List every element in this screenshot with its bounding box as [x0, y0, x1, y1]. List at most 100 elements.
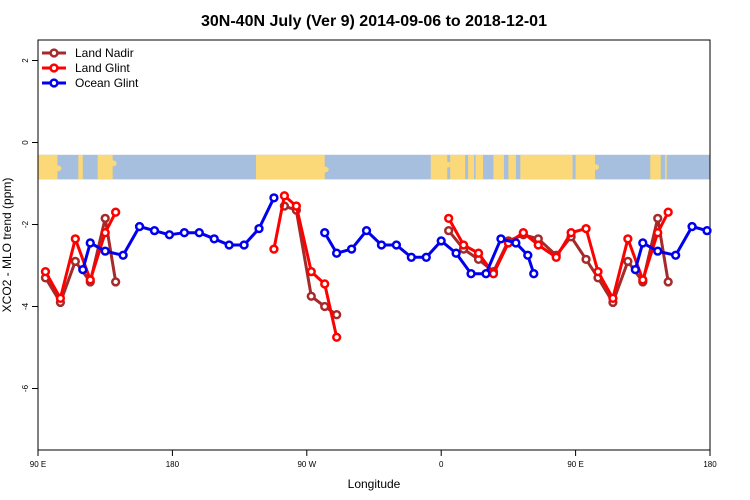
data-point — [653, 213, 663, 224]
y-tick-label: -6 — [21, 384, 30, 392]
data-point — [332, 332, 342, 342]
map-land — [575, 154, 596, 180]
x-axis-label: Longitude — [348, 477, 401, 491]
map-land — [475, 154, 484, 180]
data-point — [179, 228, 189, 238]
data-point — [488, 269, 499, 279]
map-land — [256, 154, 325, 180]
data-point — [306, 291, 316, 301]
data-point — [496, 234, 506, 244]
data-point — [406, 252, 416, 262]
data-point — [566, 228, 576, 238]
data-point — [663, 277, 673, 287]
data-point — [511, 238, 521, 248]
legend-marker — [49, 78, 59, 88]
data-point — [421, 252, 431, 262]
data-point — [593, 267, 603, 277]
data-point — [523, 250, 533, 260]
data-point — [306, 267, 316, 277]
map-ocean — [38, 154, 710, 180]
series-line — [323, 229, 536, 276]
x-axis: 90 E 180 90 W 0 90 E 180 — [30, 450, 717, 469]
y-tick-label: 0 — [21, 140, 30, 145]
data-point — [134, 221, 145, 232]
data-point — [638, 238, 648, 248]
y-tick-label: -2 — [21, 220, 30, 228]
data-point — [291, 201, 301, 211]
data-point — [361, 226, 372, 236]
data-point — [630, 264, 640, 275]
series-ocean-glint — [78, 193, 712, 279]
data-point — [533, 240, 543, 250]
map-land — [430, 154, 448, 180]
data-point — [111, 277, 121, 287]
data-point — [239, 240, 249, 250]
data-point — [70, 234, 80, 244]
data-point — [320, 301, 330, 312]
legend-label: Land Glint — [75, 61, 130, 75]
data-point — [100, 213, 110, 224]
series-line — [447, 211, 670, 300]
map-land — [468, 154, 475, 180]
data-point — [653, 246, 663, 256]
y-tick-label: -4 — [21, 302, 30, 310]
data-point — [164, 230, 175, 240]
map-land — [508, 154, 516, 180]
data-point — [332, 248, 342, 258]
y-tick-label: 2 — [21, 58, 30, 63]
map-land — [38, 154, 58, 180]
x-tick-label: 90 E — [30, 460, 46, 469]
series-layer — [40, 191, 712, 342]
x-tick-label: 90 E — [567, 460, 583, 469]
map-land — [493, 154, 504, 180]
data-point — [702, 226, 712, 236]
legend-marker — [49, 63, 59, 73]
data-point — [194, 228, 204, 238]
data-point — [451, 248, 461, 258]
data-point — [111, 207, 121, 217]
data-point — [623, 234, 633, 244]
legend-label: Ocean Glint — [75, 76, 139, 90]
data-point — [391, 240, 402, 250]
data-point — [70, 256, 80, 267]
data-point — [269, 244, 279, 254]
data-point — [444, 226, 454, 236]
series-line — [272, 194, 339, 338]
map-land — [78, 154, 83, 180]
series-land-glint — [40, 191, 673, 342]
data-point — [436, 236, 446, 246]
data-point — [581, 223, 591, 234]
data-point — [671, 250, 681, 260]
data-point — [638, 275, 648, 285]
map-coast — [320, 166, 329, 173]
data-point — [529, 269, 539, 279]
data-point — [481, 269, 491, 279]
data-point — [687, 221, 697, 232]
data-point — [346, 244, 357, 254]
map-land — [665, 154, 667, 180]
map-coast — [591, 164, 600, 171]
data-point — [279, 191, 290, 201]
map-land — [520, 154, 573, 180]
data-point — [581, 254, 591, 265]
data-point — [149, 226, 160, 236]
data-point — [551, 252, 561, 262]
data-point — [444, 213, 454, 224]
data-point — [466, 269, 476, 279]
data-point — [518, 228, 528, 238]
legend-label: Land Nadir — [75, 46, 134, 60]
x-tick-label: 90 W — [297, 460, 316, 469]
y-axis-label: XCO2 - MLO trend (ppm) — [0, 178, 14, 313]
chart-title: 30N-40N July (Ver 9) 2014-09-06 to 2018-… — [201, 13, 547, 30]
map-land — [97, 154, 113, 180]
data-point — [209, 234, 219, 244]
data-point — [332, 310, 342, 320]
data-point — [254, 223, 264, 234]
y-axis: 2 0 -2 -4 -6 — [21, 58, 38, 392]
data-point — [100, 246, 110, 256]
legend-marker — [49, 48, 59, 58]
map-coast — [53, 165, 62, 172]
data-point — [458, 240, 469, 250]
data-point — [320, 228, 330, 238]
